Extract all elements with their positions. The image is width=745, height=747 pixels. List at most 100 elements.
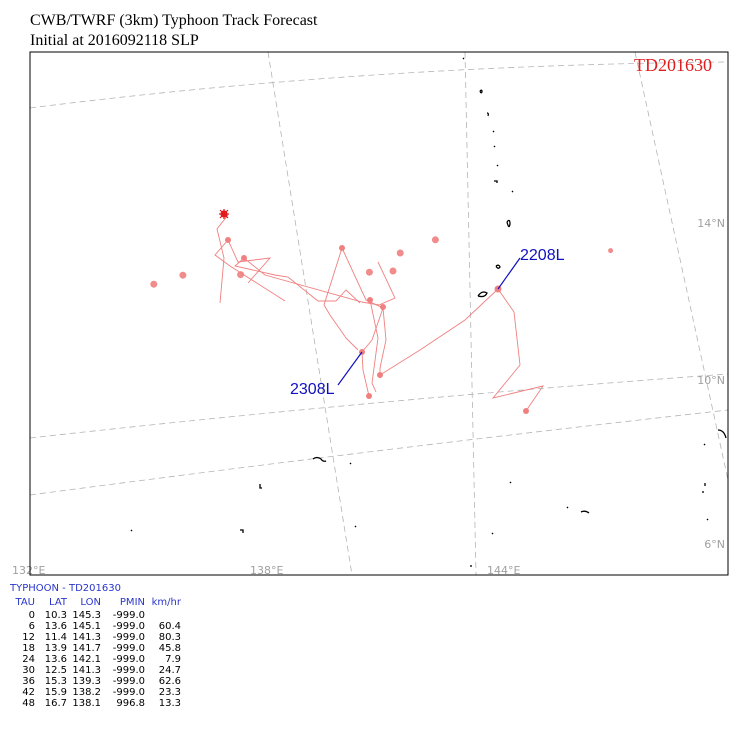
ensemble-node [523,408,529,414]
cell-lat: 15.3 [44,676,67,687]
island-marker [354,525,357,528]
track-point-tau-36 [237,271,245,279]
island-marker [511,190,514,193]
cell-lon: 141.7 [72,643,101,654]
meridian-150e [634,52,728,481]
cell-tau: 18 [22,643,35,654]
col-lat: LAT [49,597,67,608]
meridian-144e [464,52,477,575]
island-marker [240,529,244,533]
cell-tau: 48 [22,698,35,709]
island-marker [580,510,590,514]
ensemble-node [339,245,345,251]
chart-title: CWB/TWRF (3km) Typhoon Track Forecast [30,12,318,29]
cell-tau: 0 [28,610,35,621]
table-row: 18 13.9 141.7 -999.0 45.8 [10,643,181,654]
cell-lon: 138.2 [72,687,101,698]
lon-label-132e: 132°E [12,564,45,577]
cell-pmin: -999.0 [112,610,145,621]
annotation-2308l: 2308L [290,381,335,398]
island-marker [312,456,327,462]
graticule [30,52,728,575]
table-header: TAU LAT LON PMIN km/hr [10,596,182,610]
cell-lat: 13.9 [44,643,67,654]
cell-pmin: -999.0 [112,654,145,665]
lon-label-144e: 144°E [487,564,520,577]
island-marker [492,130,495,133]
table-row: 6 13.6 145.1 -999.0 60.4 [10,621,181,632]
lat-label-10n: 10°N [697,374,725,387]
cell-lon: 141.3 [72,665,101,676]
ensemble-tracks [214,214,545,412]
cell-lon: 142.1 [72,654,101,665]
ensemble-node [241,255,247,261]
annotation-leader-2308l [337,351,363,386]
cell-tau: 6 [28,621,35,632]
cell-tau: 12 [22,632,35,643]
cell-lon: 141.3 [72,632,101,643]
ensemble-node [225,237,231,243]
lat-label-14n: 14°N [697,217,725,230]
island-marker [477,291,488,298]
table-row: 0 10.3 145.3 -999.0 [10,610,181,621]
track-point-tau-42 [179,271,187,279]
col-lon: LON [80,597,101,608]
island-marker [479,89,483,94]
map-background [30,52,728,575]
start-marker [219,209,229,219]
cell-lat: 13.6 [44,654,67,665]
cell-speed: 60.4 [158,621,181,632]
cell-lon: 145.3 [72,610,101,621]
annotation-2208l: 2208L [520,247,565,264]
cell-lat: 12.5 [44,665,67,676]
island-marker [462,57,465,60]
table-title: TYPHOON - TD201630 [10,583,121,594]
island-marker [509,481,512,484]
annotation-leader-2208l [497,257,521,290]
ensemble-node [366,393,372,399]
cell-tau: 36 [22,676,35,687]
cell-lon: 145.1 [72,621,101,632]
table-row: 36 15.3 139.3 -999.0 62.6 [10,676,181,687]
island-marker [130,529,133,532]
island-marker [349,462,352,465]
cell-speed: 13.3 [158,698,181,709]
track-point-tau-18 [365,268,373,276]
track-point-tau-12 [431,236,439,244]
ensemble-node [377,372,383,378]
meridian-138e [267,52,353,575]
cell-lon: 139.3 [72,676,101,687]
cell-lat: 13.6 [44,621,67,632]
track-point-tau-48 [150,280,158,288]
cell-tau: 24 [22,654,35,665]
island-marker [259,484,262,489]
cell-speed: 80.3 [158,632,181,643]
track-point-tau-24 [389,267,397,275]
cell-pmin: -999.0 [112,687,145,698]
cell-lat: 10.3 [44,610,67,621]
lon-label-138e: 138°E [250,564,283,577]
island-marker [493,145,496,148]
cell-pmin: 996.8 [116,698,145,709]
cell-pmin: -999.0 [112,621,145,632]
col-tau: TAU [15,597,36,608]
cell-speed: 23.3 [158,687,181,698]
parallel-6n [30,409,728,496]
table-row: 48 16.7 138.1 996.8 13.3 [10,698,181,709]
cell-tau: 42 [22,687,35,698]
cell-pmin: -999.0 [112,643,145,654]
track-point-tau-30 [396,249,404,257]
map-frame [29,51,729,576]
track-map: 2208L 2308L 14°N 10°N 6°N 132°E 138°E 14… [12,51,729,577]
coastlines [130,57,727,567]
cell-speed: 62.6 [158,676,181,687]
cell-lat: 11.4 [44,632,67,643]
lat-label-6n: 6°N [704,538,725,551]
table-row: 30 12.5 141.3 -999.0 24.7 [10,665,181,676]
table-row: 24 13.6 142.1 -999.0 7.9 [10,654,181,665]
cell-speed: 7.9 [165,654,181,665]
chart-subtitle: Initial at 2016092118 SLP [30,32,199,49]
cell-tau: 30 [22,665,35,676]
ensemble-node [367,297,373,303]
storm-name-label: TD201630 [634,55,712,75]
